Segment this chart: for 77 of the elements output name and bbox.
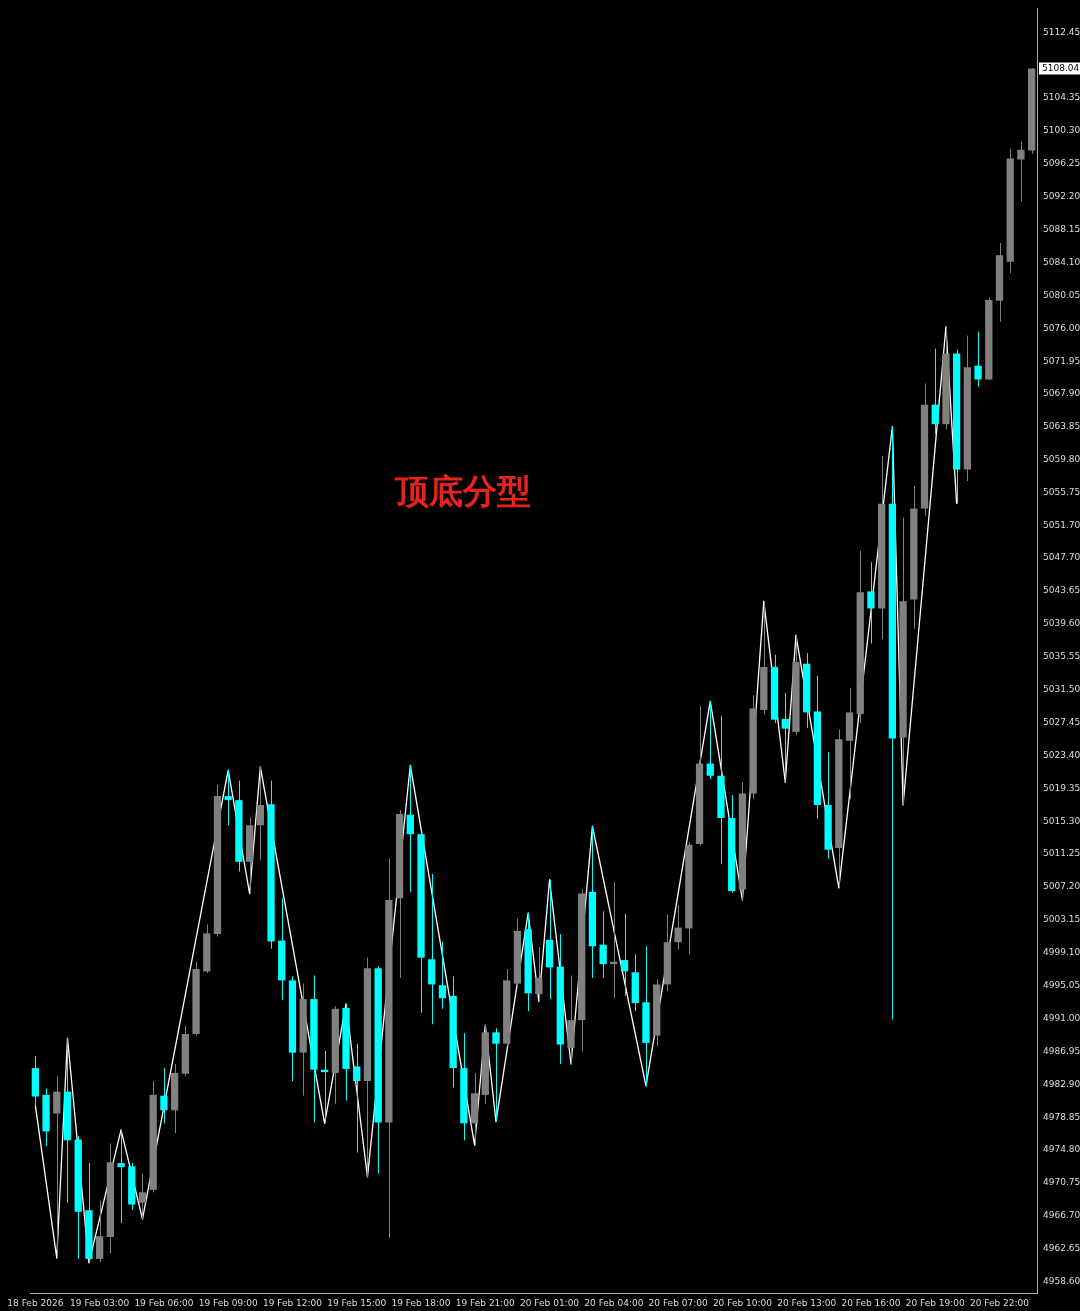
x-tick-label: 19 Feb 06:00 xyxy=(134,1297,194,1308)
y-tick-label: 4991.00 xyxy=(1043,1012,1080,1023)
y-tick-label: 4995.05 xyxy=(1043,980,1080,990)
y-tick-label: 5055.75 xyxy=(1043,487,1080,498)
y-tick-label: 5011.25 xyxy=(1043,848,1080,859)
y-tick-label: 5027.45 xyxy=(1043,716,1080,727)
candlestick xyxy=(599,910,607,979)
x-tick-label: 19 Feb 21:00 xyxy=(455,1297,516,1308)
y-tick-label: 5043.65 xyxy=(1043,585,1080,596)
y-tick-label: 5071.95 xyxy=(1043,355,1080,366)
y-tick-label: 4982.90 xyxy=(1043,1078,1080,1089)
candlestick xyxy=(160,1067,168,1124)
y-tick-label: 5088.15 xyxy=(1043,224,1080,235)
x-tick-label: 19 Feb 09:00 xyxy=(198,1297,258,1308)
candlestick xyxy=(95,1199,104,1263)
y-tick-label: 5051.70 xyxy=(1043,519,1080,530)
y-tick-label: 4962.65 xyxy=(1043,1243,1080,1254)
x-tick-label: 19 Feb 18:00 xyxy=(391,1297,451,1308)
annotation: 顶底分型 xyxy=(394,470,532,511)
y-tick-label: 5031.50 xyxy=(1043,684,1080,695)
candlestick xyxy=(867,561,875,644)
y-tick-label: 5023.40 xyxy=(1043,749,1080,760)
y-tick-label: 5035.55 xyxy=(1043,651,1080,662)
y-tick-label: 5084.10 xyxy=(1043,256,1080,267)
x-tick-label: 19 Feb 12:00 xyxy=(262,1297,323,1308)
x-tick-label: 20 Feb 07:00 xyxy=(648,1297,708,1308)
x-tick-label: 20 Feb 13:00 xyxy=(777,1297,837,1308)
y-tick-label: 5100.30 xyxy=(1043,125,1080,136)
x-tick-label: 20 Feb 19:00 xyxy=(905,1297,966,1308)
y-tick-label: 5067.90 xyxy=(1043,388,1080,399)
text: 5108.04 xyxy=(1042,62,1080,73)
y-tick-label: 5104.35 xyxy=(1043,92,1080,103)
x-tick-label: 20 Feb 04:00 xyxy=(584,1297,644,1308)
candlestick xyxy=(535,946,543,1002)
candlestick xyxy=(138,1173,147,1220)
candlestick xyxy=(53,1075,61,1259)
x-tick-label: 19 Feb 03:00 xyxy=(70,1297,130,1308)
y-tick-label: 4978.85 xyxy=(1043,1111,1080,1122)
x-tick-label: 20 Feb 16:00 xyxy=(841,1297,901,1308)
y-tick-label: 5039.60 xyxy=(1043,618,1080,629)
y-tick-label: 4986.95 xyxy=(1043,1045,1080,1056)
candlestick xyxy=(674,904,682,951)
candlestick xyxy=(117,1129,125,1224)
candlestick xyxy=(931,348,939,435)
candlestick xyxy=(438,940,447,1010)
candlestick xyxy=(492,1027,500,1123)
y-tick-label: 4966.70 xyxy=(1043,1210,1080,1221)
candlestick xyxy=(706,700,714,780)
y-tick-label: 5047.70 xyxy=(1043,552,1080,563)
candlestick xyxy=(353,1043,361,1154)
y-tick-label: 4958.60 xyxy=(1043,1275,1080,1286)
y-tick-label: 5063.85 xyxy=(1043,421,1080,432)
y-tick-label: 5003.15 xyxy=(1043,914,1080,925)
y-tick-label: 5007.20 xyxy=(1043,881,1080,892)
candlestick xyxy=(974,331,982,388)
candlestick xyxy=(620,913,629,997)
x-tick-label: 20 Feb 22:00 xyxy=(969,1297,1030,1308)
x-tick-label: 18 Feb 2026 xyxy=(7,1297,64,1308)
candlestick xyxy=(781,692,789,783)
y-tick-label: 5059.80 xyxy=(1043,454,1080,465)
y-tick-label: 5076.00 xyxy=(1043,322,1080,333)
y-tick-label: 4999.10 xyxy=(1043,947,1080,958)
y-tick-label: 5019.35 xyxy=(1043,782,1080,793)
y-tick-label: 5080.05 xyxy=(1043,289,1080,300)
x-tick-label: 20 Feb 10:00 xyxy=(712,1297,773,1308)
candlestick xyxy=(1017,141,1025,203)
y-tick-label: 4974.80 xyxy=(1043,1144,1080,1155)
x-tick-label: 20 Feb 01:00 xyxy=(520,1297,580,1308)
y-tick-label: 5015.30 xyxy=(1043,815,1080,826)
candlestick xyxy=(256,766,264,861)
candlestick xyxy=(406,764,414,893)
y-tick-label: 4970.75 xyxy=(1043,1177,1080,1188)
y-tick-label: 5096.25 xyxy=(1043,158,1080,169)
y-tick-label: 5112.45 xyxy=(1043,26,1080,37)
y-tick-label: 5092.20 xyxy=(1043,191,1080,202)
candlestick xyxy=(224,769,232,826)
x-tick-label: 19 Feb 15:00 xyxy=(327,1297,387,1308)
